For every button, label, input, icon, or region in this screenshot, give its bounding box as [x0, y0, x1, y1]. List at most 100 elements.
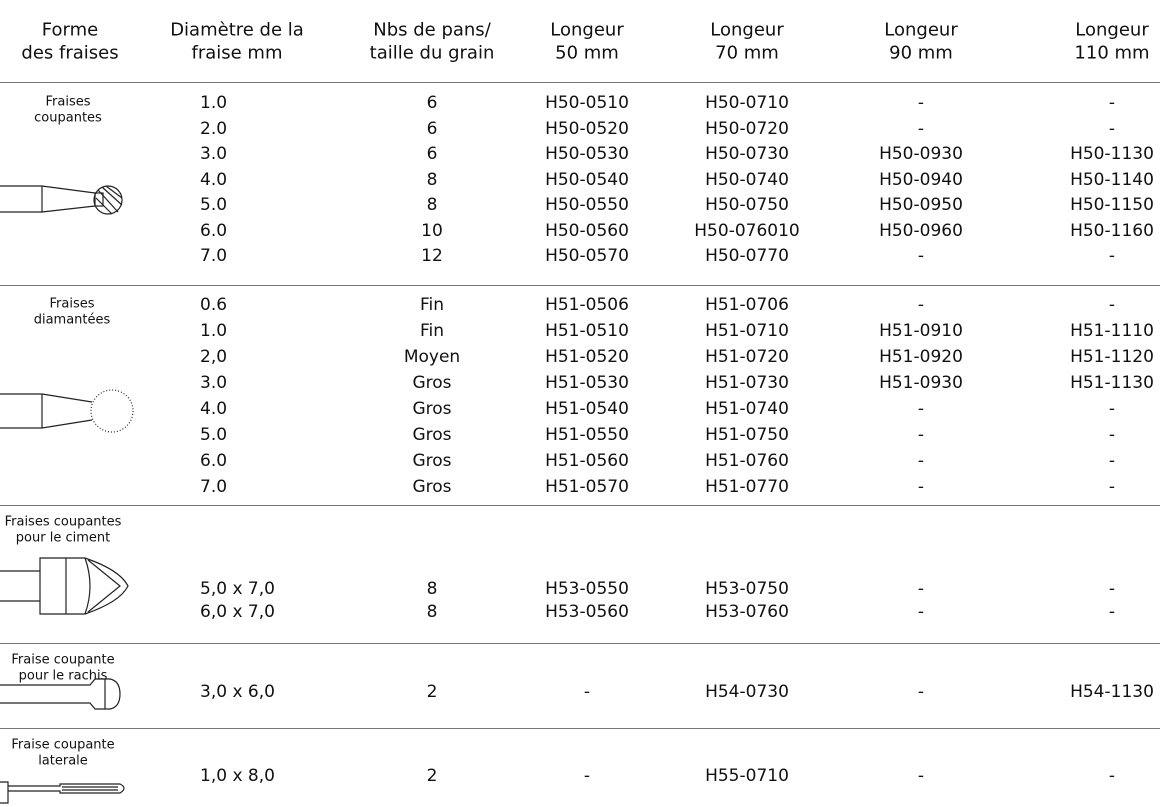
cell: 6 — [426, 144, 438, 164]
column-header: 70 mm — [715, 42, 779, 64]
cell: H50-0560 — [545, 220, 629, 241]
column-header: fraise mm — [191, 42, 283, 64]
cell: H51-0560 — [545, 451, 629, 471]
cell: 8 — [426, 602, 438, 622]
bur-lateral — [0, 781, 125, 804]
cell: - — [917, 246, 925, 266]
group-label: laterale — [38, 753, 88, 769]
cell: Gros — [412, 425, 452, 445]
cell: H50-0550 — [545, 195, 629, 215]
cell: H51-0920 — [879, 347, 963, 367]
cell: 8 — [426, 579, 438, 599]
cell: - — [917, 682, 925, 702]
cell: H50-0750 — [705, 195, 789, 215]
column-header: 50 mm — [555, 42, 619, 64]
cell: H51-0506 — [545, 295, 629, 315]
cell: H51-1130 — [1070, 373, 1154, 393]
cell: H51-0760 — [705, 451, 789, 471]
cell: 2 — [426, 682, 438, 702]
cell: 5.0 — [200, 425, 228, 445]
cell: 6.0 — [200, 451, 228, 471]
cell: H50-0740 — [705, 169, 789, 190]
cell: - — [1108, 93, 1116, 113]
cell: H55-0710 — [705, 766, 789, 786]
group-label: Fraise coupante — [11, 737, 115, 753]
cell: Fin — [419, 321, 445, 341]
cell: H51-0510 — [545, 321, 629, 341]
cell: H50-076010 — [694, 220, 800, 241]
cell: 3.0 — [200, 373, 228, 393]
cell: H50-0930 — [879, 144, 963, 164]
cell: 4.0 — [200, 169, 228, 190]
cell: H53-0550 — [545, 579, 629, 599]
cell: - — [1108, 477, 1116, 497]
group-label: Fraises — [45, 94, 91, 110]
bur-cutting — [0, 185, 123, 215]
cell: H50-0520 — [545, 118, 629, 139]
cell: 1.0 — [200, 321, 228, 341]
cell: 5.0 — [200, 195, 228, 215]
cell: H50-0710 — [705, 93, 789, 113]
cell: Fin — [419, 295, 445, 315]
cell: 4.0 — [200, 399, 228, 419]
group-label: coupantes — [34, 110, 102, 126]
cell: 0.6 — [200, 295, 228, 315]
cell: 12 — [421, 246, 443, 266]
cell: H51-1110 — [1070, 321, 1154, 341]
cell: - — [917, 579, 925, 599]
cell: - — [583, 766, 591, 786]
cell: 3,0 x 6,0 — [200, 682, 275, 702]
cell: Gros — [412, 451, 452, 471]
cell: 1,0 x 8,0 — [200, 766, 275, 786]
cell: H50-1130 — [1070, 144, 1154, 164]
cell: H51-0520 — [545, 347, 629, 367]
separator — [0, 728, 1160, 729]
cell: 2.0 — [200, 118, 228, 139]
column-header: Diamètre de la — [170, 19, 304, 41]
column-header: Longeur — [710, 19, 784, 41]
cell: H50-0940 — [879, 169, 963, 190]
cell: - — [917, 451, 925, 471]
bur-spine — [0, 678, 121, 710]
cell: H51-0770 — [705, 477, 789, 497]
cell: H50-0540 — [545, 169, 629, 190]
cell: H51-0930 — [879, 373, 963, 393]
cell: H51-1120 — [1070, 347, 1154, 367]
cell: - — [917, 295, 925, 315]
cell: - — [1108, 246, 1116, 266]
cell: H50-0530 — [545, 144, 629, 164]
group-label: diamantées — [33, 312, 111, 328]
cell: H50-0570 — [545, 246, 629, 266]
cell: 5,0 x 7,0 — [200, 579, 275, 599]
separator — [0, 82, 1160, 83]
group-label: pour le rachis — [18, 668, 108, 684]
cell: - — [1108, 451, 1116, 471]
cell: 1.0 — [200, 93, 228, 113]
cell: H50-0510 — [545, 93, 629, 113]
cell: H51-0730 — [705, 373, 789, 393]
cell: - — [1108, 425, 1116, 445]
cell: 6,0 x 7,0 — [200, 602, 275, 622]
cell: - — [1108, 766, 1116, 786]
cell: H51-0550 — [545, 425, 629, 445]
cell: - — [1108, 579, 1116, 599]
column-header: Longeur — [884, 19, 958, 41]
cell: 7.0 — [200, 246, 228, 266]
column-header: Longeur — [550, 19, 624, 41]
cell: H54-1130 — [1070, 682, 1154, 702]
cell: H50-1140 — [1070, 169, 1154, 190]
cell: - — [917, 602, 925, 622]
separator — [0, 285, 1160, 286]
cell: H51-0740 — [705, 399, 789, 419]
group-label: Fraises — [49, 296, 95, 312]
cell: 6 — [426, 93, 438, 113]
cell: H50-0950 — [879, 195, 963, 215]
cell: H53-0760 — [705, 602, 789, 622]
separator — [0, 643, 1160, 644]
cell: H50-0730 — [705, 144, 789, 164]
cell: - — [917, 93, 925, 113]
cell: 8 — [426, 169, 438, 190]
cell: - — [1108, 118, 1116, 139]
cell: H51-0540 — [545, 399, 629, 419]
